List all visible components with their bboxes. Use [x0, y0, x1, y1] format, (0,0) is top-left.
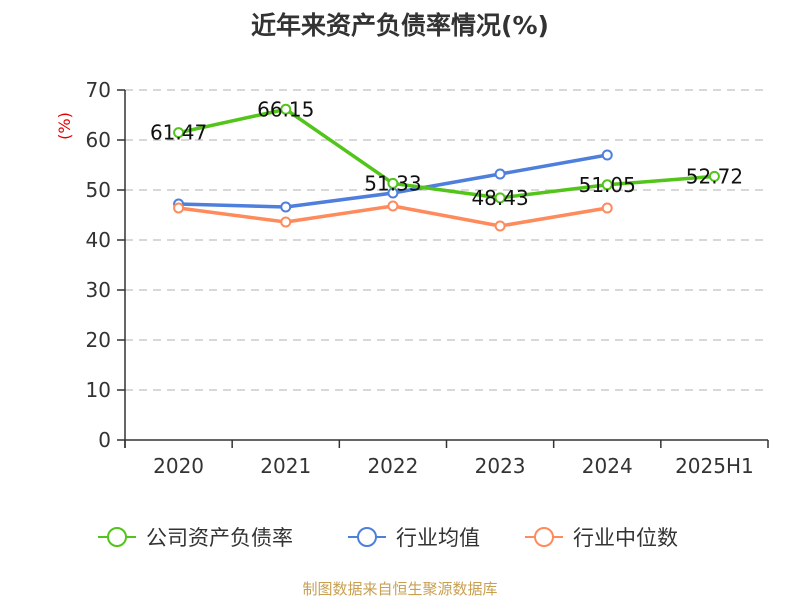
y-tick-label: 0: [98, 428, 111, 452]
data-label: 51.05: [579, 173, 636, 197]
data-point: [280, 201, 292, 213]
data-point: [601, 202, 613, 214]
data-point: [494, 168, 506, 180]
x-tick-label: 2020: [153, 454, 204, 478]
data-point: [708, 170, 720, 182]
data-point: [280, 216, 292, 228]
x-tick-label: 2025H1: [675, 454, 754, 478]
data-label: 51.33: [364, 171, 421, 195]
y-tick-label: 70: [86, 78, 111, 102]
series-line: [178, 107, 715, 200]
data-label: 52.72: [686, 164, 743, 188]
data-point: [280, 103, 292, 115]
legend-item-label: 行业均值: [396, 526, 480, 550]
y-tick-label: 50: [86, 178, 111, 202]
data-point: [601, 179, 613, 191]
data-point: [601, 149, 613, 161]
legend-marker-icon: [357, 527, 377, 547]
legend-marker-icon: [534, 527, 554, 547]
x-tick-label: 2023: [475, 454, 526, 478]
data-source-note: 制图数据来自恒生聚源数据库: [302, 580, 498, 598]
y-tick-label: 20: [86, 328, 111, 352]
data-label: 66.15: [257, 97, 314, 121]
x-tick-label: 2021: [260, 454, 311, 478]
y-axis-label: (%): [55, 112, 74, 140]
data-point: [173, 127, 185, 139]
x-tick-label: 2024: [582, 454, 633, 478]
chart-title: 近年来资产负债率情况(%): [251, 11, 549, 40]
y-tick-label: 10: [86, 378, 111, 402]
data-point: [173, 202, 185, 214]
y-tick-label: 60: [86, 128, 111, 152]
legend-item-label: 公司资产负债率: [146, 526, 293, 550]
data-point: [494, 192, 506, 204]
data-point: [494, 220, 506, 232]
y-tick-label: 30: [86, 278, 111, 302]
data-point: [387, 200, 399, 212]
legend-marker-icon: [107, 527, 127, 547]
x-tick-label: 2022: [367, 454, 418, 478]
legend-item-label: 行业中位数: [573, 526, 678, 550]
data-label: 61.47: [150, 121, 207, 145]
data-label: 48.43: [471, 186, 528, 210]
data-point: [387, 177, 399, 189]
y-tick-label: 40: [86, 228, 111, 252]
